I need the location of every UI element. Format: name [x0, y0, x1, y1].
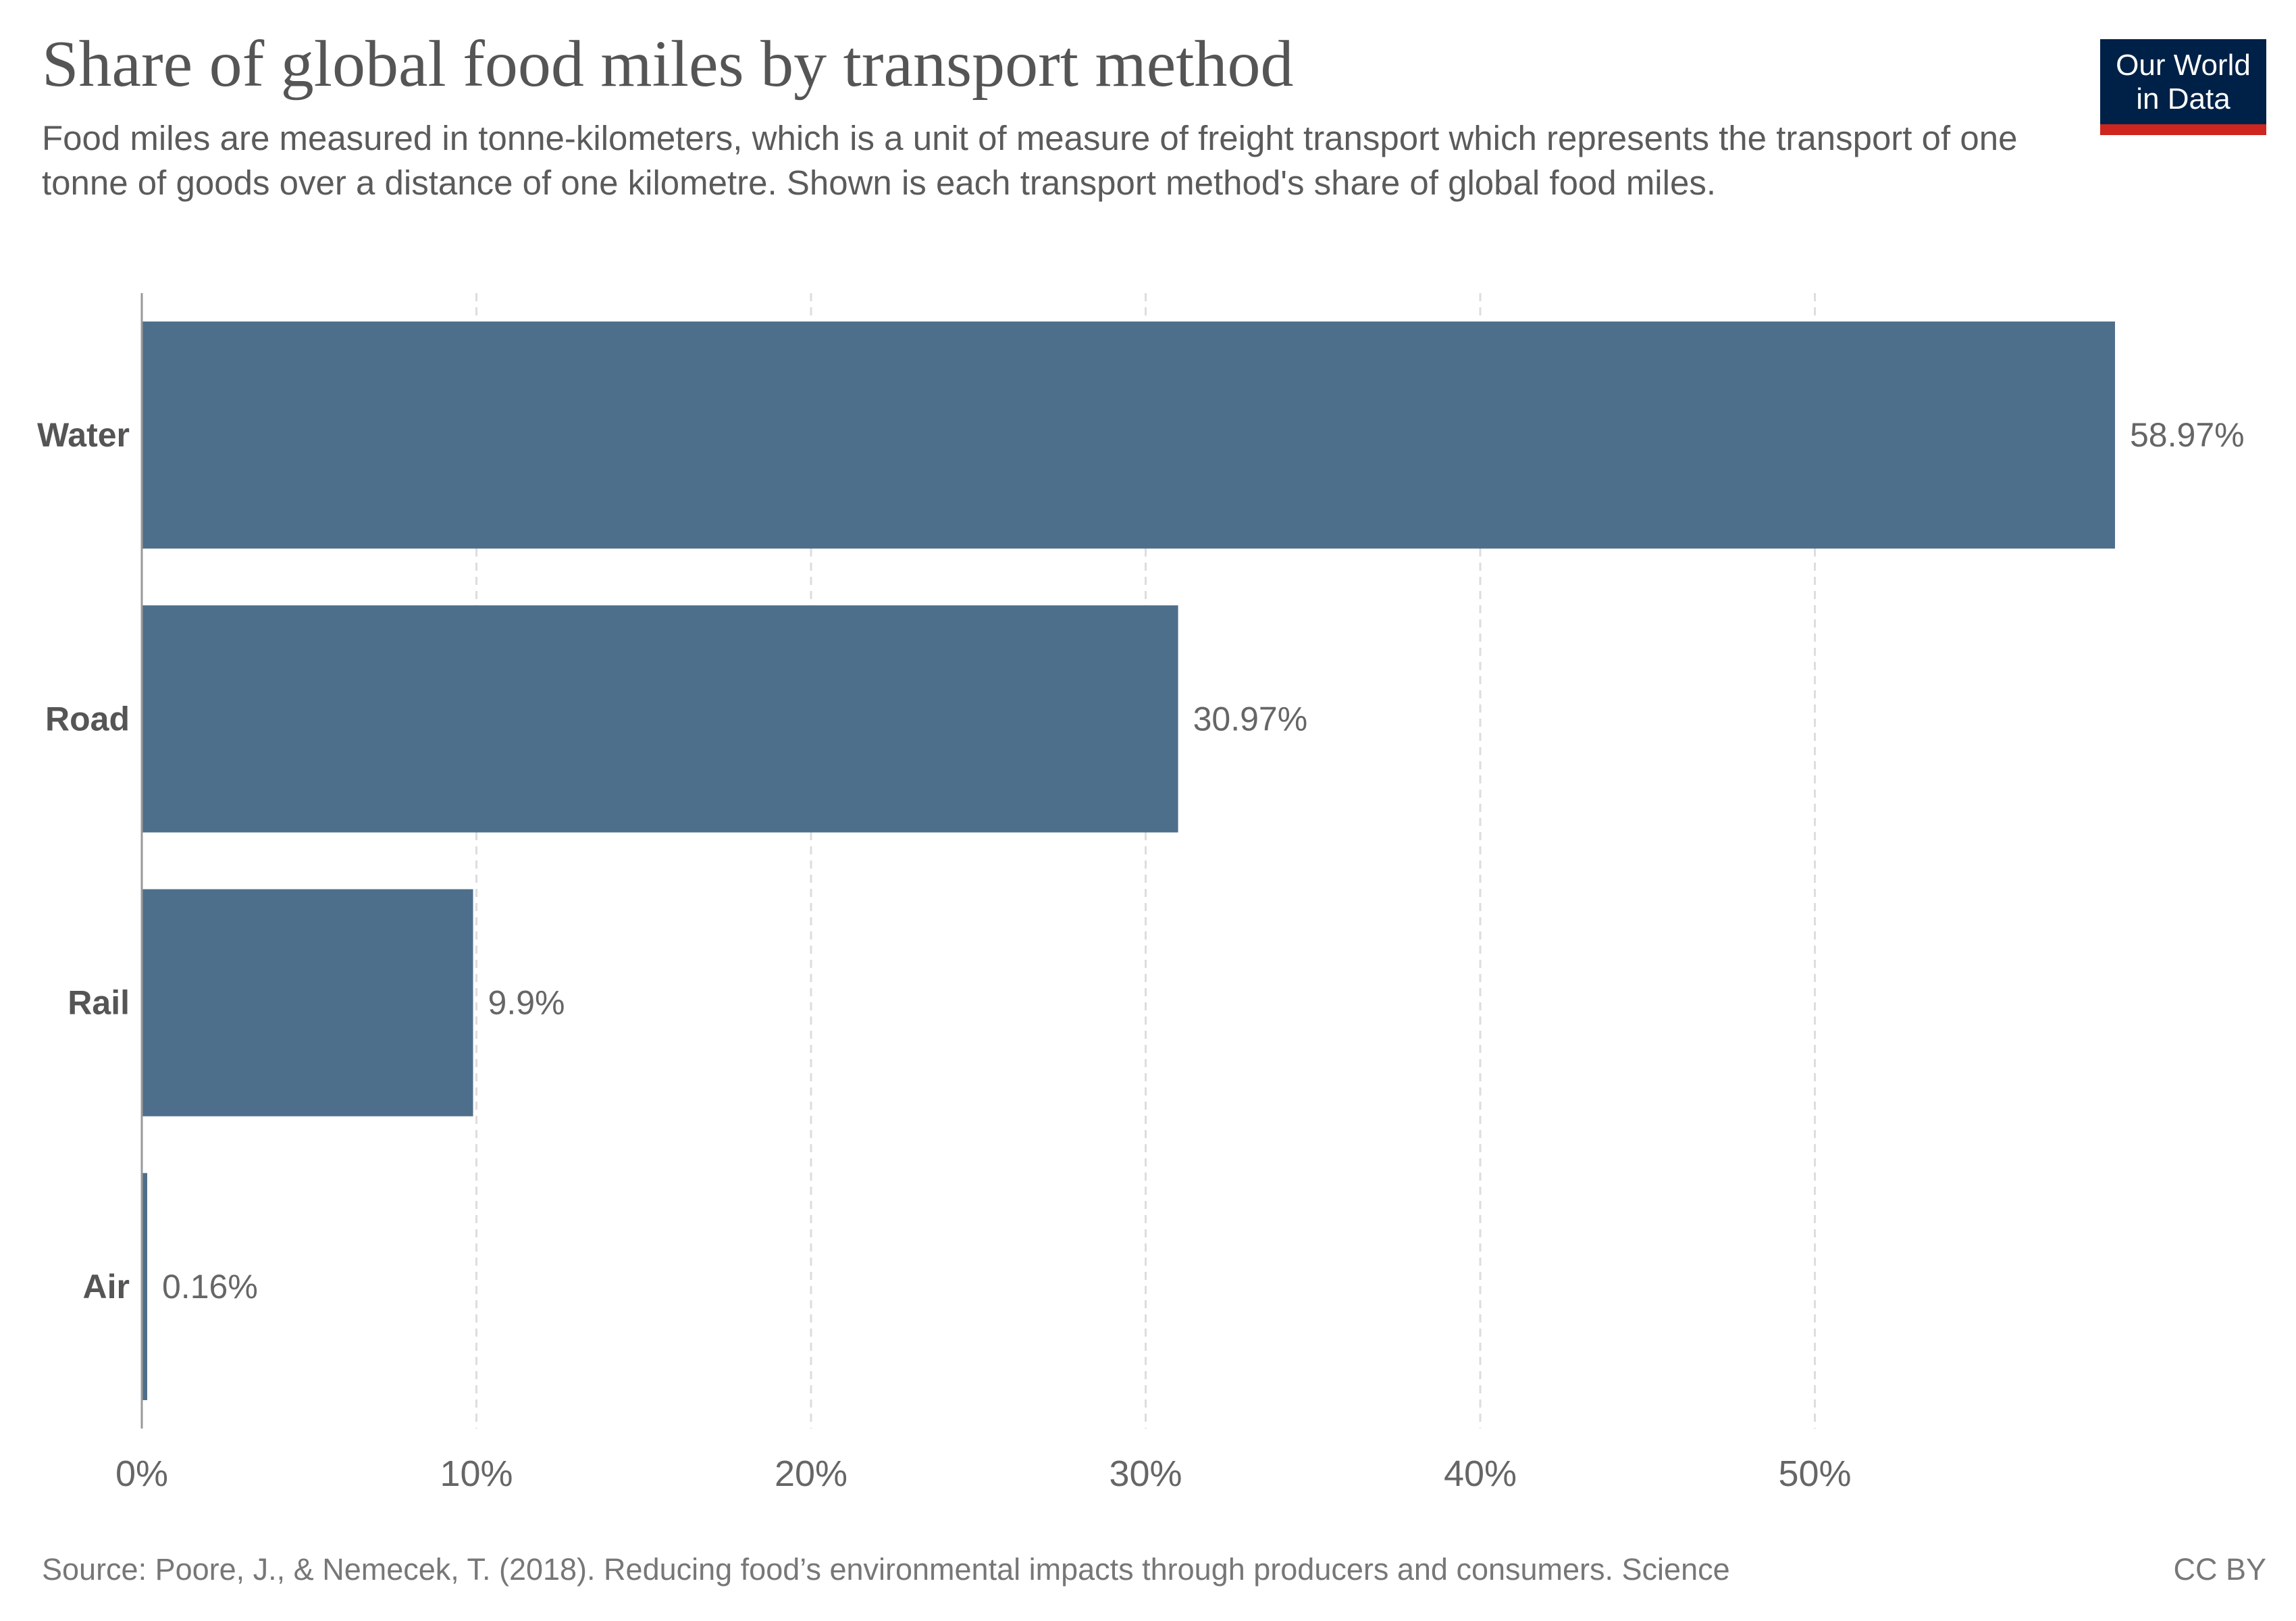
category-label: Road — [45, 700, 130, 738]
bar-air — [142, 1173, 147, 1400]
logo-line-1: Our World — [2116, 49, 2251, 82]
category-label: Water — [37, 416, 130, 454]
category-label: Rail — [68, 984, 130, 1022]
bar-road — [142, 605, 1178, 833]
category-label: Air — [83, 1268, 130, 1306]
x-tick-label: 0% — [115, 1453, 168, 1494]
chart-title: Share of global food miles by transport … — [42, 28, 1294, 101]
logo-stripe — [2100, 124, 2266, 135]
x-tick-label: 50% — [1778, 1453, 1851, 1494]
license-link[interactable]: CC BY — [2173, 1552, 2266, 1587]
source-note: Source: Poore, J., & Nemecek, T. (2018).… — [42, 1552, 1730, 1587]
x-tick-label: 30% — [1109, 1453, 1182, 1494]
x-tick-label: 10% — [440, 1453, 513, 1494]
chart-subtitle: Food miles are measured in tonne-kilomet… — [42, 119, 2018, 202]
bar-water — [142, 321, 2115, 549]
x-tick-label: 40% — [1444, 1453, 1517, 1494]
value-label: 30.97% — [1193, 700, 1308, 738]
value-label: 58.97% — [2130, 416, 2245, 454]
x-tick-label: 20% — [775, 1453, 847, 1494]
value-label: 0.16% — [162, 1268, 258, 1306]
value-label: 9.9% — [488, 984, 565, 1022]
bar-rail — [142, 889, 473, 1116]
logo-line-2: in Data — [2136, 82, 2230, 115]
our-world-in-data-logo[interactable]: Our World in Data — [2100, 39, 2266, 135]
logo-background — [2100, 39, 2266, 135]
